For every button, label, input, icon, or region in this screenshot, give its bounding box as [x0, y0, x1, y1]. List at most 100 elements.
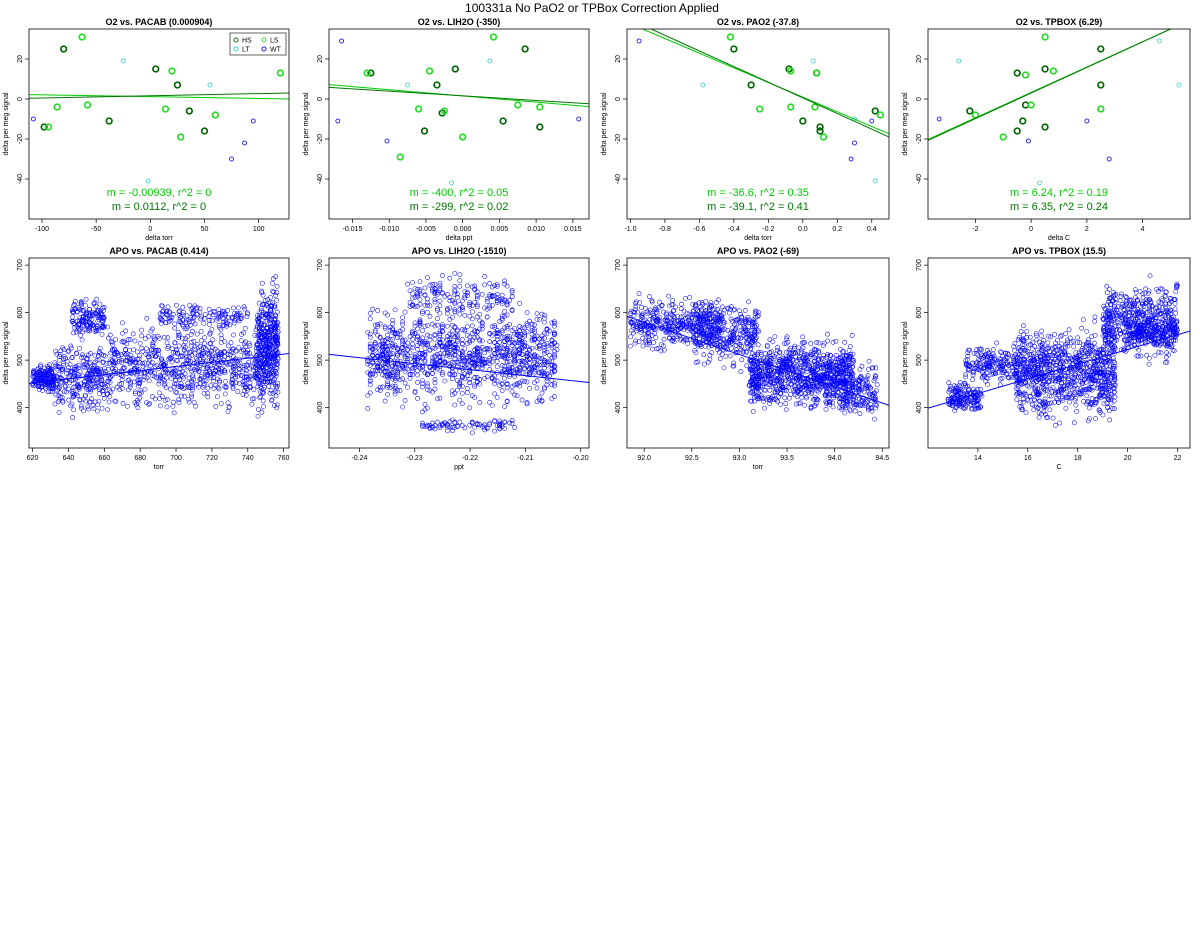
- data-point: [755, 375, 760, 380]
- data-point: [120, 58, 126, 64]
- data-point: [188, 359, 193, 365]
- data-point: [233, 312, 239, 318]
- data-point: [162, 381, 168, 386]
- data-point: [1037, 180, 1042, 186]
- data-point: [91, 406, 97, 412]
- data-point: [97, 350, 103, 356]
- data-point: [256, 407, 261, 412]
- data-point: [390, 317, 395, 323]
- data-point: [64, 358, 70, 364]
- data-point: [494, 394, 500, 400]
- data-point: [102, 384, 108, 389]
- data-point: [260, 372, 266, 378]
- data-point: [728, 334, 733, 340]
- data-point: [718, 356, 723, 362]
- data-point: [447, 294, 453, 300]
- data-point: [417, 320, 423, 326]
- data-point: [268, 303, 274, 308]
- data-point: [698, 342, 704, 347]
- data-point: [674, 318, 680, 324]
- data-point: [260, 389, 266, 395]
- data-point: [678, 306, 684, 312]
- data-point: [811, 359, 817, 364]
- data-point: [400, 315, 405, 320]
- data-point: [256, 315, 262, 321]
- data-point: [427, 388, 433, 393]
- data-point: [190, 328, 195, 334]
- data-point: [136, 377, 142, 383]
- data-point: [638, 326, 643, 332]
- data-point: [492, 340, 498, 345]
- data-point: [489, 33, 498, 41]
- data-point: [191, 338, 197, 344]
- data-point: [370, 371, 376, 377]
- data-point: [145, 334, 151, 340]
- data-point: [836, 363, 842, 369]
- data-point: [806, 390, 812, 395]
- data-point: [243, 392, 249, 398]
- data-point: [445, 323, 450, 329]
- data-point: [176, 400, 182, 405]
- data-point: [422, 285, 428, 291]
- data-point: [818, 371, 824, 377]
- data-point: [94, 408, 100, 414]
- data-point: [132, 357, 137, 363]
- data-point: [208, 363, 214, 369]
- figure-title: 100331a No PaO2 or TPBox Correction Appl…: [465, 1, 719, 15]
- data-point: [382, 348, 388, 353]
- data-point: [497, 339, 503, 345]
- data-point: [1013, 127, 1021, 135]
- data-point: [175, 329, 181, 335]
- data-point: [239, 332, 244, 337]
- data-point: [271, 323, 277, 328]
- plot-frame: [28, 257, 290, 449]
- data-point: [680, 322, 685, 328]
- data-point: [487, 355, 493, 361]
- data-point: [91, 300, 97, 306]
- data-point: [92, 352, 98, 358]
- data-point: [522, 325, 527, 331]
- data-point: [245, 347, 251, 353]
- data-point: [732, 321, 738, 327]
- data-point: [779, 371, 784, 377]
- data-point: [85, 404, 91, 410]
- data-point: [482, 347, 488, 353]
- data-point: [646, 341, 652, 347]
- data-point: [454, 364, 460, 370]
- data-point: [445, 428, 450, 434]
- data-point: [686, 318, 692, 324]
- data-point: [31, 369, 37, 374]
- data-point: [385, 354, 391, 360]
- data-point: [678, 318, 683, 324]
- data-point: [457, 379, 463, 385]
- data-point: [69, 355, 75, 361]
- data-point: [240, 373, 246, 379]
- data-point: [747, 343, 753, 349]
- data-point: [477, 312, 483, 317]
- data-point: [693, 312, 699, 317]
- data-point: [502, 325, 508, 331]
- data-point: [38, 362, 43, 368]
- data-point: [767, 367, 772, 373]
- data-point: [440, 273, 445, 278]
- series-lt: [956, 38, 1182, 186]
- data-point: [640, 335, 646, 341]
- data-point: [80, 359, 86, 365]
- data-point: [194, 331, 200, 337]
- data-point: [504, 345, 510, 351]
- data-point: [100, 324, 106, 329]
- data-point: [274, 322, 279, 328]
- data-point: [708, 302, 714, 308]
- data-point: [91, 385, 97, 390]
- data-point: [726, 33, 735, 41]
- data-point: [387, 366, 393, 372]
- data-point: [452, 299, 458, 305]
- plot-area: [627, 291, 889, 422]
- data-point: [440, 328, 445, 334]
- data-point: [264, 317, 270, 322]
- data-point: [449, 417, 455, 423]
- data-point: [432, 423, 438, 428]
- data-point: [415, 396, 420, 401]
- data-point: [367, 69, 375, 77]
